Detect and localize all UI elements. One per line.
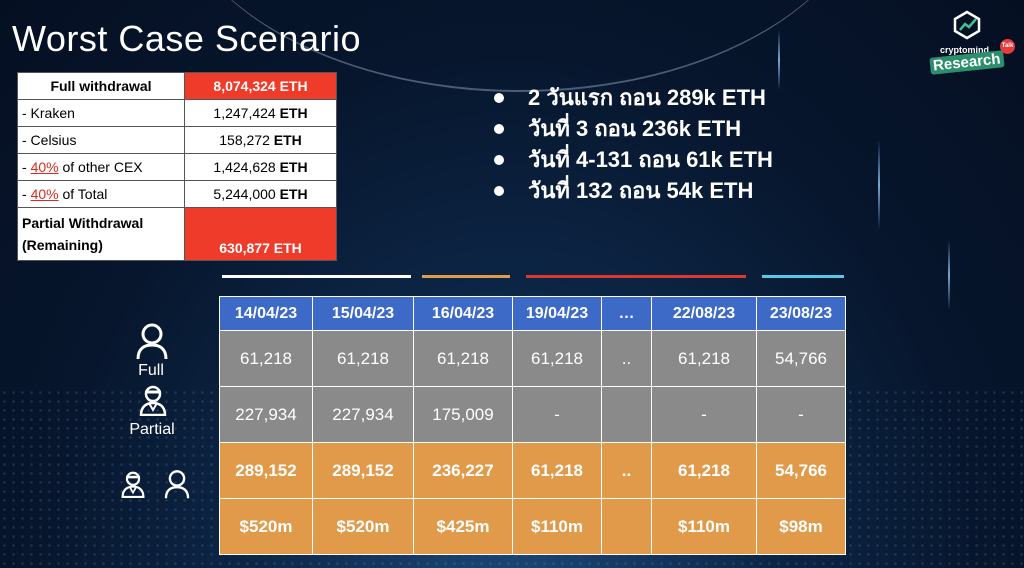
- date-header: 16/04/23: [413, 296, 513, 331]
- withdrawal-schedule-table: 14/04/23 15/04/23 16/04/23 19/04/23 … 22…: [219, 296, 846, 555]
- cube-logo-icon: [953, 10, 981, 40]
- background-glow-line: [778, 30, 780, 90]
- date-header: 19/04/23: [512, 296, 602, 331]
- row-label: - Kraken: [17, 99, 185, 127]
- full-user-icon: [134, 322, 170, 360]
- partial-cell: -: [512, 386, 602, 443]
- table-row: Full withdrawal 8,074,324 ETH: [17, 72, 337, 100]
- date-header: …: [601, 296, 652, 331]
- usd-cell: $520m: [312, 498, 414, 555]
- total-cell: 61,218: [512, 442, 602, 499]
- partial-cell: 175,009: [413, 386, 513, 443]
- total-cell: 61,218: [651, 442, 757, 499]
- partial-withdrawal-value: 630,877 ETH: [184, 207, 337, 261]
- percent-highlight: 40%: [30, 186, 59, 202]
- table-row: Partial Withdrawal (Remaining) 630,877 ET…: [17, 207, 337, 261]
- logo-small-text: cryptomind: [940, 45, 990, 55]
- usd-cell: [601, 498, 652, 555]
- usd-cell: $98m: [756, 498, 846, 555]
- usd-cell: $110m: [651, 498, 757, 555]
- table-row: - Celsius 158,272 ETH: [17, 126, 337, 154]
- partial-cell: 227,934: [219, 386, 313, 443]
- list-item: วันที่ 132 ถอน 54k ETH: [494, 175, 773, 206]
- withdrawal-table: Full withdrawal 8,074,324 ETH - Kraken 1…: [17, 72, 337, 261]
- list-item: วันที่ 4-131 ถอน 61k ETH: [494, 144, 773, 175]
- total-cell: 289,152: [312, 442, 414, 499]
- full-cell: ..: [601, 330, 652, 387]
- row-label: - Celsius: [17, 126, 185, 154]
- usd-cell: $110m: [512, 498, 602, 555]
- date-header: 15/04/23: [312, 296, 414, 331]
- partial-cell: 227,934: [312, 386, 414, 443]
- usd-cell: $520m: [219, 498, 313, 555]
- period-bar-white: [222, 275, 411, 278]
- full-cell: 61,218: [651, 330, 757, 387]
- total-cell: 54,766: [756, 442, 846, 499]
- table-row: 289,152 289,152 236,227 61,218 .. 61,218…: [219, 442, 846, 499]
- full-withdrawal-value: 8,074,324 ETH: [184, 72, 337, 100]
- full-cell: 54,766: [756, 330, 846, 387]
- bullet-icon: [494, 154, 504, 165]
- row-value: 5,244,000 ETH: [184, 180, 337, 208]
- table-row: 61,218 61,218 61,218 61,218 .. 61,218 54…: [219, 330, 846, 387]
- row-label: - 40% of other CEX: [17, 153, 185, 181]
- full-user-icon: [162, 469, 192, 499]
- total-cell: 236,227: [413, 442, 513, 499]
- partial-user-icon: [138, 384, 168, 416]
- period-bar-orange: [422, 275, 510, 278]
- full-cell: 61,218: [219, 330, 313, 387]
- table-row: - Kraken 1,247,424 ETH: [17, 99, 337, 127]
- percent-highlight: 40%: [30, 159, 59, 175]
- total-cell: 289,152: [219, 442, 313, 499]
- table-row: $520m $520m $425m $110m $110m $98m: [219, 498, 846, 555]
- partial-cell: [601, 386, 652, 443]
- row-label: - 40% of Total: [17, 180, 185, 208]
- full-cell: 61,218: [413, 330, 513, 387]
- list-item: วันที่ 3 ถอน 236k ETH: [494, 113, 773, 144]
- background-glow-line: [878, 140, 880, 230]
- table-row: - 40% of Total 5,244,000 ETH: [17, 180, 337, 208]
- full-cell: 61,218: [312, 330, 414, 387]
- bullet-icon: [494, 185, 504, 196]
- partial-cell: -: [651, 386, 757, 443]
- slide-title: Worst Case Scenario: [12, 18, 361, 59]
- background-arc: [170, 0, 870, 92]
- partial-row-label: Partial: [129, 421, 175, 438]
- full-withdrawal-label: Full withdrawal: [17, 72, 185, 100]
- list-item: 2 วันแรก ถอน 289k ETH: [494, 82, 773, 113]
- partial-withdrawal-label: Partial Withdrawal (Remaining): [17, 207, 185, 261]
- date-header: 22/08/23: [651, 296, 757, 331]
- row-value: 1,247,424 ETH: [184, 99, 337, 127]
- withdrawal-summary-list: 2 วันแรก ถอน 289k ETH วันที่ 3 ถอน 236k …: [494, 82, 773, 206]
- period-bar-blue: [762, 275, 844, 278]
- row-value: 1,424,628 ETH: [184, 153, 337, 181]
- research-logo: cryptomind Research Talk: [926, 8, 1016, 75]
- date-header: 23/08/23: [756, 296, 846, 331]
- bullet-icon: [494, 92, 504, 103]
- full-cell: 61,218: [512, 330, 602, 387]
- period-bar-red: [526, 275, 746, 278]
- logo-tag: Talk: [1000, 39, 1015, 54]
- row-value: 158,272 ETH: [184, 126, 337, 154]
- partial-user-icon: [120, 470, 146, 498]
- partial-cell: -: [756, 386, 846, 443]
- table-header-row: 14/04/23 15/04/23 16/04/23 19/04/23 … 22…: [219, 296, 846, 331]
- usd-cell: $425m: [413, 498, 513, 555]
- bullet-icon: [494, 123, 504, 134]
- table-row: 227,934 227,934 175,009 - - -: [219, 386, 846, 443]
- total-cell: ..: [601, 442, 652, 499]
- full-row-label: Full: [138, 362, 164, 379]
- table-row: - 40% of other CEX 1,424,628 ETH: [17, 153, 337, 181]
- date-header: 14/04/23: [219, 296, 313, 331]
- background-glow-line: [948, 240, 950, 310]
